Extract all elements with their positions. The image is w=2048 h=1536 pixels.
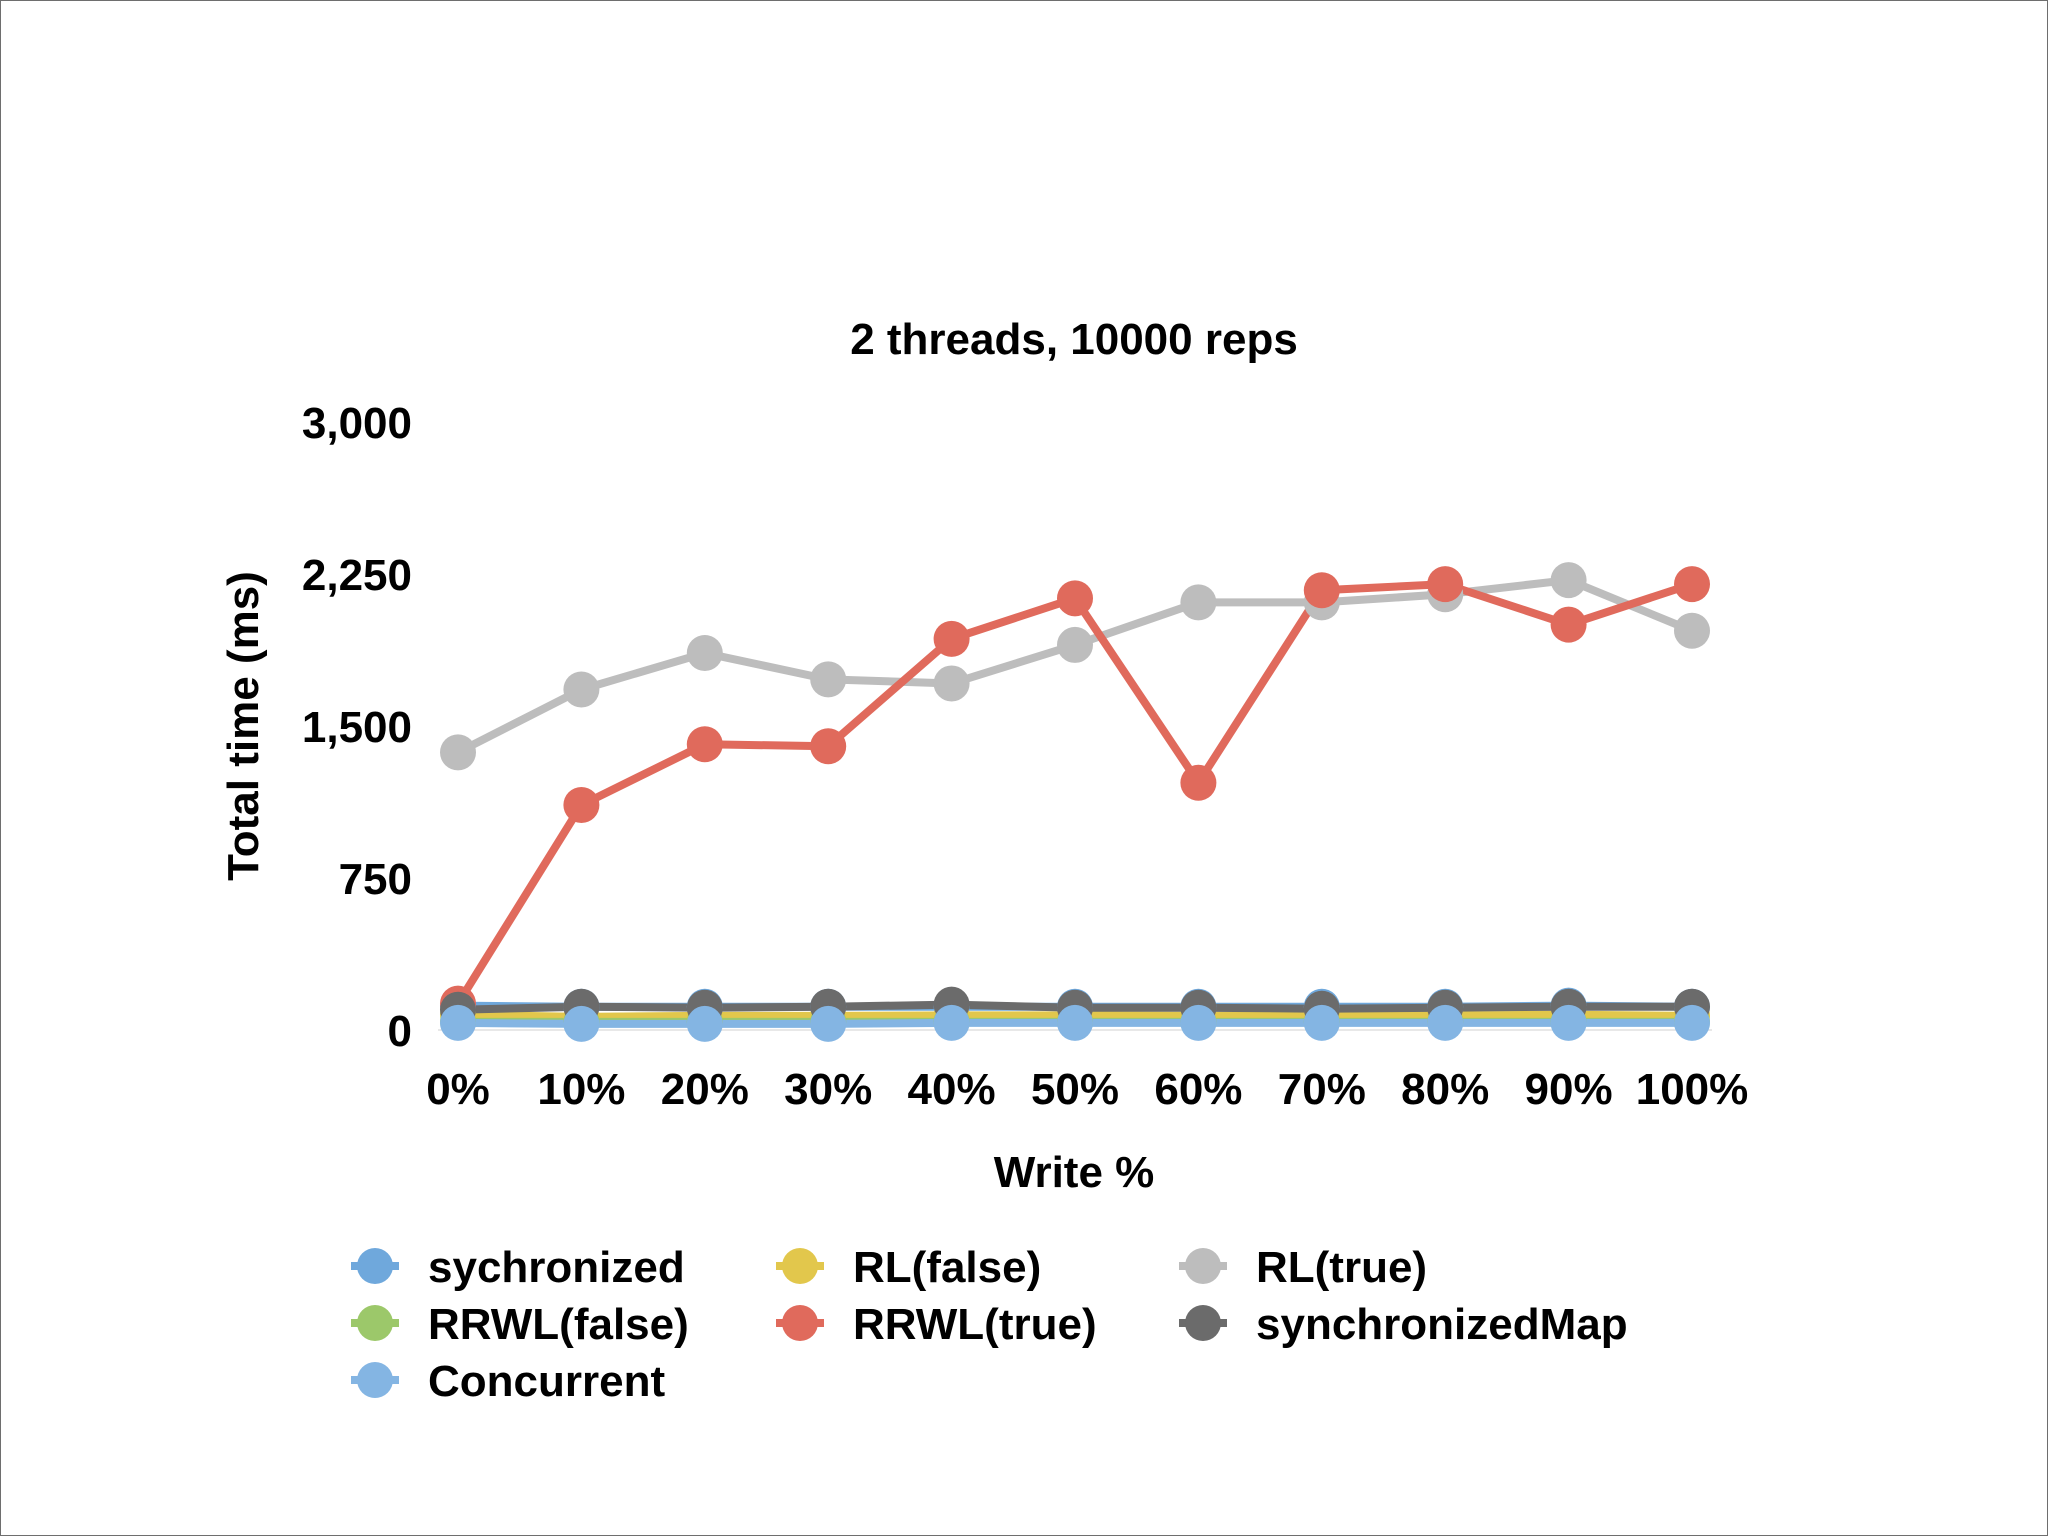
x-tick-label: 20% — [661, 1065, 749, 1114]
data-point-concurrent — [1057, 1004, 1093, 1041]
data-point-concurrent — [686, 1005, 723, 1042]
data-point-rl-true — [440, 734, 476, 771]
axes: 0 750 1,500 2,250 3,000 0% 10% 20% 30% 40% 50% 60% 7… — [302, 399, 1748, 1114]
y-axis-label: Total time (ms) — [219, 571, 268, 881]
x-tick-label: 100% — [1636, 1065, 1749, 1114]
data-point-rrwl-true — [1180, 764, 1217, 801]
data-point-rrwl-true — [1550, 606, 1587, 643]
data-point-rl-true — [810, 661, 847, 698]
data-point-rl-true — [1674, 612, 1710, 649]
legend-marker — [357, 1362, 393, 1398]
legend-marker — [1185, 1248, 1221, 1284]
legend-item-synchronizedmap: synchronizedMap — [1179, 1300, 1628, 1349]
legend-marker — [357, 1305, 393, 1341]
data-point-concurrent — [1180, 1004, 1217, 1041]
legend: sychronized RL(false) RL(true) RRWL(false) R… — [351, 1243, 1628, 1406]
y-tick-label: 2,250 — [302, 551, 412, 600]
x-tick-label: 80% — [1401, 1065, 1489, 1114]
data-point-concurrent — [1303, 1004, 1340, 1041]
data-point-rl-true — [563, 671, 600, 708]
series-points — [440, 562, 1710, 1042]
x-tick-label: 30% — [784, 1065, 872, 1114]
legend-marker — [1185, 1305, 1221, 1341]
x-tick-label: 0% — [426, 1065, 490, 1114]
legend-label: sychronized — [428, 1243, 685, 1292]
data-point-rrwl-true — [1674, 566, 1710, 603]
legend-label: synchronizedMap — [1256, 1300, 1628, 1349]
data-point-rrwl-true — [686, 726, 723, 763]
y-tick-label: 750 — [339, 855, 412, 904]
data-point-rrwl-true — [1303, 572, 1340, 609]
data-point-concurrent — [810, 1005, 847, 1042]
legend-item-rl-false: RL(false) — [776, 1243, 1041, 1292]
data-point-rl-true — [686, 635, 723, 672]
data-point-concurrent — [1427, 1004, 1464, 1041]
data-point-rrwl-true — [1057, 580, 1093, 617]
legend-marker — [357, 1248, 393, 1284]
data-point-rrwl-true — [933, 620, 970, 657]
legend-label: RL(true) — [1256, 1243, 1427, 1292]
legend-marker — [782, 1305, 818, 1341]
legend-marker — [782, 1248, 818, 1284]
data-point-rrwl-true — [810, 728, 847, 765]
legend-item-rrwl-false: RRWL(false) — [351, 1300, 689, 1349]
data-point-concurrent — [440, 1004, 476, 1041]
data-point-rl-true — [1057, 626, 1093, 663]
data-point-rl-true — [933, 665, 970, 702]
legend-item-concurrent: Concurrent — [351, 1357, 665, 1406]
y-tick-label: 1,500 — [302, 703, 412, 752]
legend-item-sychronized: sychronized — [351, 1243, 685, 1292]
legend-item-rrwl-true: RRWL(true) — [776, 1300, 1097, 1349]
legend-label: RRWL(false) — [428, 1300, 689, 1349]
y-tick-label: 3,000 — [302, 399, 412, 448]
data-point-rrwl-true — [1427, 566, 1464, 603]
legend-label: Concurrent — [428, 1357, 665, 1406]
legend-label: RRWL(true) — [853, 1300, 1097, 1349]
data-point-rl-true — [1180, 584, 1217, 621]
data-point-concurrent — [1674, 1004, 1710, 1041]
data-point-concurrent — [1550, 1004, 1587, 1041]
x-tick-label: 60% — [1154, 1065, 1242, 1114]
x-axis-label: Write % — [994, 1148, 1155, 1197]
x-tick-label: 70% — [1278, 1065, 1366, 1114]
x-tick-label: 10% — [537, 1065, 625, 1114]
x-tick-label: 90% — [1525, 1065, 1613, 1114]
data-point-rrwl-true — [563, 787, 600, 824]
data-point-concurrent — [563, 1005, 600, 1042]
data-point-concurrent — [933, 1004, 970, 1041]
chart-title: 2 threads, 10000 reps — [850, 315, 1298, 364]
data-point-rl-true — [1550, 562, 1587, 599]
x-tick-label: 50% — [1031, 1065, 1119, 1114]
legend-label: RL(false) — [853, 1243, 1041, 1292]
y-tick-label: 0 — [388, 1007, 412, 1056]
x-tick-label: 40% — [908, 1065, 996, 1114]
legend-item-rl-true: RL(true) — [1179, 1243, 1427, 1292]
